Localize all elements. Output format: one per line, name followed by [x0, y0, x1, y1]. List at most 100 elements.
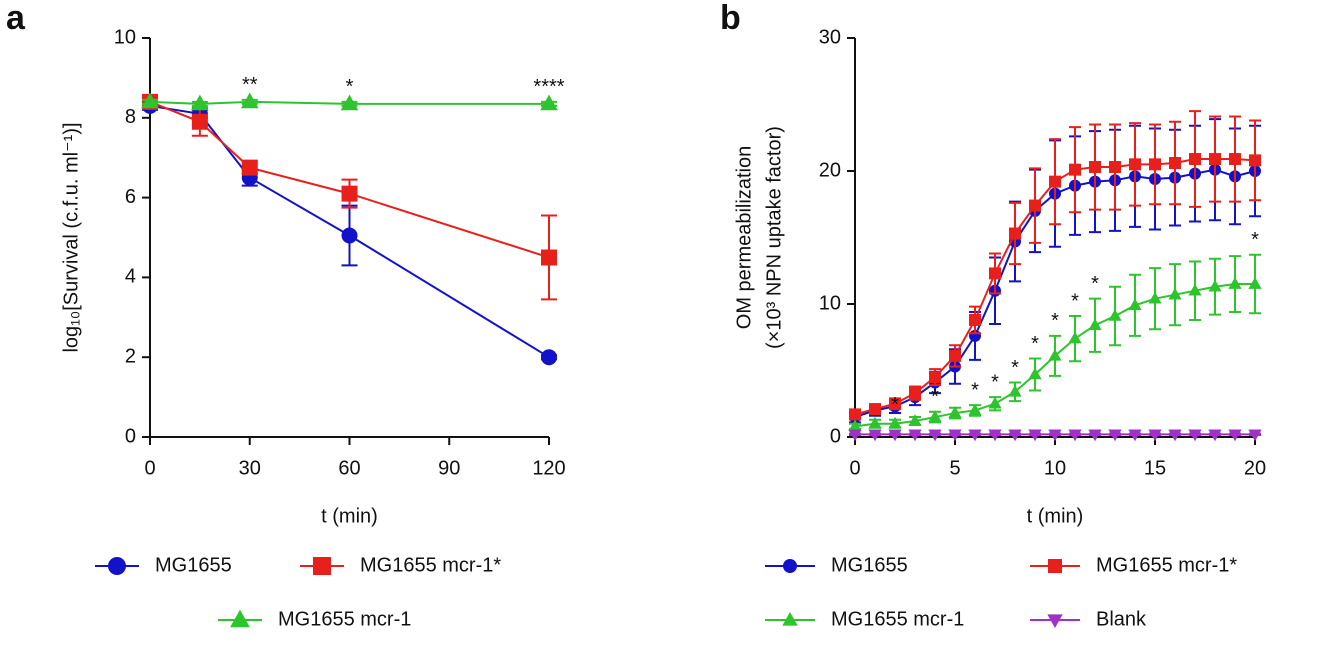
marker [928, 410, 942, 422]
x-tick-label: 30 [239, 457, 261, 479]
marker [1008, 384, 1022, 397]
y-tick-label: 0 [830, 425, 841, 447]
marker [1228, 277, 1242, 289]
marker [1129, 158, 1141, 171]
marker [868, 416, 882, 429]
marker [1028, 429, 1042, 442]
marker [1008, 429, 1022, 442]
y-tick-label: 0 [125, 425, 136, 447]
y-tick-label: 6 [125, 186, 136, 208]
legend-label: MG1655 mcr-1* [1096, 554, 1237, 576]
marker [888, 416, 902, 429]
marker [1189, 153, 1201, 166]
marker [1248, 277, 1262, 289]
marker [541, 249, 557, 266]
marker [928, 429, 942, 442]
marker [1148, 291, 1162, 304]
y-axis-title: log₁₀[Survival (c.f.u. ml⁻¹)] [60, 122, 82, 352]
marker [1149, 158, 1161, 171]
marker [1029, 199, 1041, 212]
marker [141, 92, 159, 109]
significance-mark: * [1031, 333, 1039, 355]
x-tick-label: 5 [949, 457, 960, 479]
legend-label: MG1655 [831, 554, 908, 576]
x-tick-label: 90 [438, 457, 460, 479]
x-tick-label: 0 [144, 457, 155, 479]
marker [191, 113, 208, 130]
marker [969, 313, 981, 326]
marker [1028, 367, 1042, 380]
y-tick-label: 8 [125, 106, 136, 128]
legend-label: MG1655 mcr-1 [831, 608, 964, 630]
x-tick-label: 120 [532, 457, 565, 479]
x-tick-label: 20 [1244, 457, 1266, 479]
significance-mark: * [931, 386, 939, 408]
y-axis-title: (×10³ NPN uptake factor) [763, 126, 785, 349]
marker [1209, 153, 1221, 166]
marker [1168, 287, 1182, 300]
marker [1068, 331, 1082, 344]
marker [341, 227, 358, 244]
significance-mark: * [971, 379, 979, 401]
marker [1009, 227, 1021, 240]
legend-marker [1048, 559, 1062, 573]
legend-marker [782, 611, 798, 626]
marker [908, 414, 922, 426]
significance-mark: ** [242, 74, 258, 96]
y-tick-label: 2 [125, 345, 136, 367]
marker [889, 397, 901, 410]
significance-mark: * [1051, 310, 1059, 332]
x-tick-label: 10 [1044, 457, 1066, 479]
marker [1069, 163, 1081, 176]
marker [1168, 429, 1182, 442]
marker [1049, 175, 1061, 188]
marker [909, 387, 921, 400]
x-tick-label: 60 [338, 457, 360, 479]
marker [848, 429, 862, 442]
marker [988, 396, 1002, 409]
marker [191, 94, 209, 111]
marker [1128, 429, 1142, 442]
legend-marker [783, 559, 797, 573]
marker [1229, 153, 1241, 166]
marker [1128, 298, 1142, 311]
marker [888, 429, 902, 442]
marker [1089, 161, 1101, 174]
significance-mark: * [1251, 229, 1259, 251]
marker [1109, 161, 1121, 174]
marker [988, 429, 1002, 442]
y-tick-label: 10 [114, 26, 136, 48]
panel-label: b [720, 0, 741, 37]
marker [948, 429, 962, 442]
x-tick-label: 15 [1144, 457, 1166, 479]
marker [968, 403, 982, 416]
marker [1088, 318, 1102, 331]
legend-label: MG1655 mcr-1 [278, 608, 411, 630]
marker [989, 267, 1001, 280]
marker [1148, 429, 1162, 442]
significance-mark: * [1091, 273, 1099, 295]
marker [1048, 348, 1062, 361]
x-axis-title: t (min) [1027, 505, 1084, 527]
marker [948, 406, 962, 418]
marker [1108, 429, 1122, 442]
marker [848, 419, 862, 432]
marker [849, 408, 861, 421]
marker [541, 349, 557, 366]
marker [929, 371, 941, 384]
marker [968, 429, 982, 442]
significance-mark: * [991, 371, 999, 393]
x-tick-label: 0 [849, 457, 860, 479]
legend-label: Blank [1096, 608, 1147, 630]
marker [1228, 429, 1242, 442]
marker [1068, 429, 1082, 442]
marker [241, 159, 258, 176]
marker [1188, 283, 1202, 296]
marker [340, 94, 359, 111]
marker [341, 185, 358, 202]
marker [1048, 429, 1062, 442]
marker [1208, 429, 1222, 442]
marker [1248, 429, 1262, 442]
marker [240, 92, 259, 109]
